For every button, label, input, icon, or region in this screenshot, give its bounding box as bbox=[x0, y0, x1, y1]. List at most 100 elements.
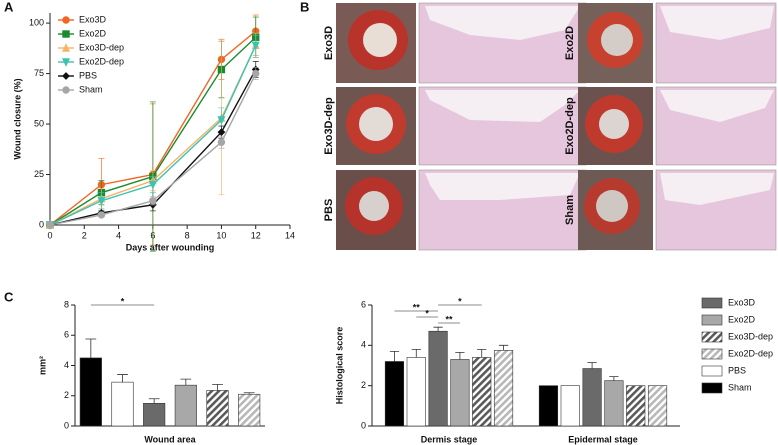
legend-label: Exo2D-dep bbox=[728, 348, 773, 358]
photo-detail bbox=[599, 109, 629, 139]
significance-label: ** bbox=[413, 302, 421, 312]
bar bbox=[626, 385, 646, 427]
marker bbox=[149, 197, 157, 205]
legend-marker bbox=[62, 58, 70, 67]
legend-marker bbox=[62, 16, 70, 24]
error-bar bbox=[433, 326, 443, 332]
legend-swatch bbox=[701, 365, 723, 377]
panel-label: B bbox=[300, 0, 309, 14]
y-tick-label: 2 bbox=[64, 390, 69, 400]
legend-label: Exo3D bbox=[79, 14, 107, 24]
bar bbox=[206, 390, 229, 427]
histology-detail bbox=[660, 90, 774, 122]
x-category-label: Dermis stage bbox=[421, 434, 478, 444]
error-bar bbox=[148, 398, 160, 404]
x-tick-label: 2 bbox=[82, 230, 87, 240]
bar bbox=[428, 330, 448, 427]
photo-detail bbox=[359, 107, 393, 141]
legend-label: Sham bbox=[728, 382, 752, 392]
y-tick-label: 25 bbox=[34, 169, 44, 179]
y-tick-label: 8 bbox=[64, 299, 69, 309]
x-category-label: Wound area bbox=[144, 434, 196, 444]
image-label: Sham bbox=[564, 195, 576, 225]
y-tick-label: 2 bbox=[361, 380, 366, 390]
histology-detail bbox=[425, 173, 580, 200]
bar bbox=[174, 384, 197, 427]
y-tick-label: 4 bbox=[361, 340, 366, 350]
bar bbox=[79, 357, 102, 427]
marker bbox=[252, 69, 260, 78]
image-label: Exo3D bbox=[323, 26, 335, 60]
error-bar bbox=[212, 384, 223, 391]
error-bar bbox=[609, 376, 619, 381]
bar bbox=[538, 385, 559, 427]
error-bar bbox=[117, 374, 128, 383]
legend-marker bbox=[62, 30, 70, 38]
significance-label: ** bbox=[445, 314, 453, 324]
y-tick-label: 4 bbox=[64, 360, 69, 370]
error-bar bbox=[180, 378, 192, 386]
y-tick-label: 75 bbox=[34, 68, 44, 78]
legend-label: PBS bbox=[79, 70, 97, 80]
legend-swatch bbox=[701, 382, 723, 394]
bar bbox=[384, 361, 405, 427]
bar bbox=[143, 403, 166, 427]
legend-label: Exo2D bbox=[79, 28, 107, 38]
y-tick-label: 50 bbox=[34, 118, 44, 128]
photo-detail bbox=[363, 23, 397, 57]
marker bbox=[46, 221, 54, 229]
error-bar bbox=[389, 350, 400, 362]
x-tick-label: 8 bbox=[185, 230, 190, 240]
legend-label: Exo3D-dep bbox=[728, 331, 773, 341]
x-category-label: Epidermal stage bbox=[568, 434, 638, 444]
legend-swatch bbox=[701, 348, 723, 360]
x-axis-label: Days after wounding bbox=[126, 242, 215, 252]
image-label: PBS bbox=[323, 199, 335, 222]
marker bbox=[217, 128, 226, 137]
x-tick-label: 14 bbox=[285, 230, 295, 240]
histology-detail bbox=[660, 6, 774, 40]
bar bbox=[647, 385, 668, 427]
x-tick-label: 0 bbox=[47, 230, 52, 240]
y-axis-label: Histological score bbox=[334, 327, 344, 405]
legend-label: Sham bbox=[79, 84, 103, 94]
bar bbox=[406, 357, 426, 427]
y-tick-label: 0 bbox=[64, 420, 69, 430]
legend-label: Exo2D bbox=[728, 314, 756, 324]
error-bar bbox=[243, 392, 255, 395]
significance-label: * bbox=[121, 296, 125, 306]
panel-label: C bbox=[4, 289, 14, 304]
x-tick-label: 4 bbox=[116, 230, 121, 240]
significance-label: * bbox=[425, 308, 429, 318]
image-label: Exo2D bbox=[564, 26, 576, 60]
bar bbox=[472, 357, 492, 427]
marker bbox=[251, 41, 260, 51]
photo-detail bbox=[596, 190, 628, 222]
y-tick-label: 0 bbox=[39, 219, 44, 229]
significance-label: * bbox=[458, 296, 462, 306]
image-label: Exo2D-dep bbox=[564, 97, 576, 155]
y-tick-label: 100 bbox=[29, 17, 44, 27]
y-axis-label: mm² bbox=[37, 356, 47, 375]
x-tick-label: 10 bbox=[216, 230, 226, 240]
bar bbox=[560, 385, 580, 427]
legend-label: PBS bbox=[728, 365, 746, 375]
y-tick-label: 6 bbox=[361, 299, 366, 309]
bar bbox=[604, 380, 624, 427]
bar bbox=[493, 350, 514, 427]
legend-swatch bbox=[701, 331, 723, 343]
image-grid: Exo3D Exo3D-dep PBS Exo2D Exo2D-dep Sham bbox=[323, 2, 777, 251]
bar bbox=[238, 393, 261, 427]
marker bbox=[97, 211, 106, 219]
legend-swatch bbox=[701, 297, 723, 309]
bar bbox=[450, 359, 470, 427]
legend-marker bbox=[62, 86, 70, 94]
legend-label: Exo3D bbox=[728, 297, 756, 307]
histology-detail bbox=[425, 90, 580, 122]
histology-detail bbox=[660, 173, 774, 205]
y-axis-label: Wound closure (%) bbox=[12, 78, 22, 159]
photo-row bbox=[336, 2, 777, 251]
marker bbox=[97, 197, 106, 206]
bar bbox=[582, 368, 602, 427]
legend-marker bbox=[62, 72, 70, 80]
